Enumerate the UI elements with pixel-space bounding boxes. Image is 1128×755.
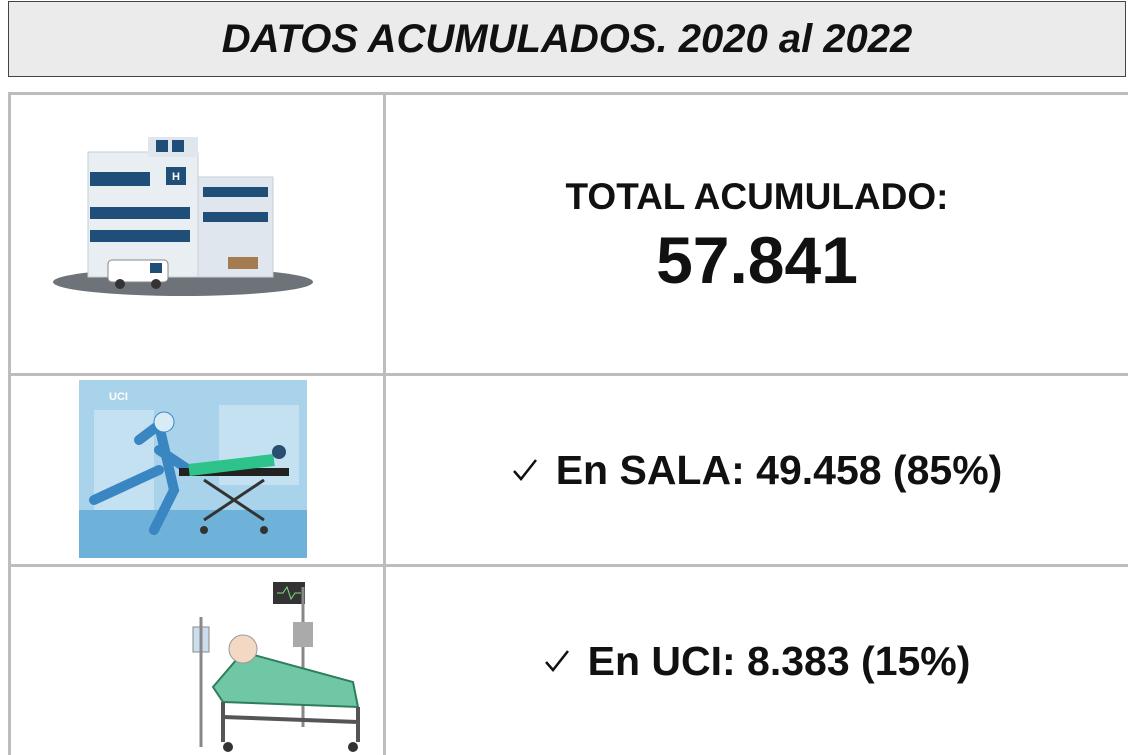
svg-text:UCI: UCI bbox=[109, 391, 128, 403]
check-icon bbox=[544, 648, 570, 674]
ward-value: 49.458 (85%) bbox=[756, 447, 1002, 494]
svg-text:H: H bbox=[172, 171, 180, 183]
ward-cell: En SALA: 49.458 (85%) bbox=[386, 376, 1128, 564]
summary-table: H TOTAL ACUMULADO: 57.841 UCI bbox=[8, 92, 1128, 755]
ward-label: En SALA: bbox=[556, 447, 745, 494]
total-cell: TOTAL ACUMULADO: 57.841 bbox=[386, 95, 1128, 373]
icu-illustration bbox=[183, 577, 383, 755]
ward-line: En SALA: 49.458 (85%) bbox=[512, 447, 1003, 494]
check-icon bbox=[512, 457, 538, 483]
icu-line: En UCI: 8.383 (15%) bbox=[544, 638, 971, 685]
icu-cell: En UCI: 8.383 (15%) bbox=[386, 567, 1128, 755]
border bbox=[8, 92, 11, 755]
total-value: 57.841 bbox=[656, 222, 858, 298]
hospital-illustration: H bbox=[48, 132, 318, 302]
header-title: DATOS ACUMULADOS. 2020 al 2022 bbox=[8, 1, 1126, 77]
total-label: TOTAL ACUMULADO: bbox=[566, 176, 949, 218]
icu-value: 8.383 (15%) bbox=[747, 638, 970, 685]
page: DATOS ACUMULADOS. 2020 al 2022 H T bbox=[0, 0, 1128, 755]
ward-illustration: UCI bbox=[79, 380, 307, 558]
icu-label: En UCI: bbox=[588, 638, 736, 685]
